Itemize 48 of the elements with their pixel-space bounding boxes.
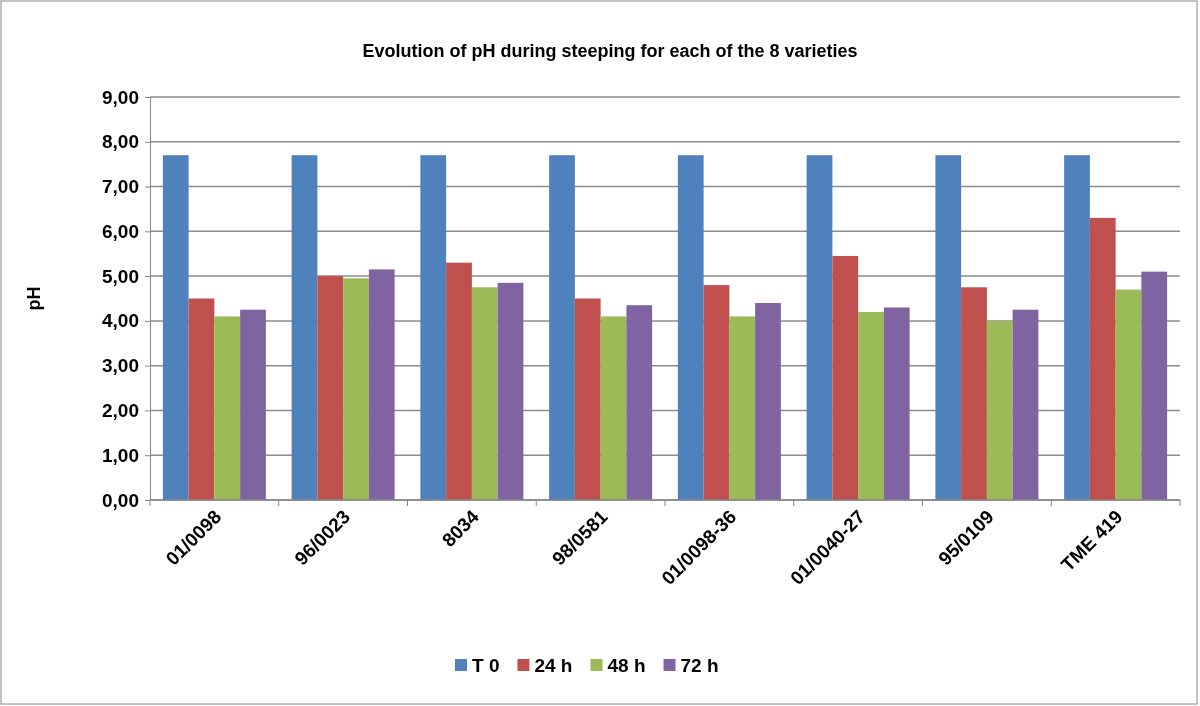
y-tick-label: 1,00 bbox=[102, 444, 139, 466]
bar bbox=[626, 305, 653, 500]
y-tick-label: 3,00 bbox=[102, 355, 139, 377]
bar bbox=[1012, 309, 1039, 500]
bar bbox=[961, 287, 987, 500]
bar bbox=[703, 285, 730, 500]
y-tick-label: 5,00 bbox=[102, 265, 139, 287]
bar bbox=[832, 255, 859, 500]
y-tick-label: 4,00 bbox=[102, 310, 139, 332]
y-axis-title: pH bbox=[24, 286, 44, 311]
y-tick-label: 9,00 bbox=[102, 86, 139, 108]
bar bbox=[806, 155, 833, 500]
bar bbox=[240, 309, 266, 500]
legend-label: T 0 bbox=[472, 655, 500, 676]
y-tick-label: 2,00 bbox=[102, 400, 139, 422]
bar bbox=[729, 316, 756, 500]
y-tick-label: 0,00 bbox=[102, 489, 139, 511]
bar bbox=[446, 262, 472, 500]
bar bbox=[343, 278, 369, 500]
bar bbox=[986, 320, 1013, 500]
bar bbox=[471, 287, 498, 500]
bar bbox=[549, 155, 575, 500]
bar bbox=[188, 298, 215, 500]
bar bbox=[600, 316, 627, 500]
bar bbox=[214, 316, 241, 500]
bar bbox=[1089, 217, 1116, 500]
bar bbox=[1141, 271, 1168, 500]
bar bbox=[574, 298, 601, 500]
bar bbox=[883, 307, 910, 500]
bar bbox=[291, 155, 318, 500]
bar bbox=[317, 276, 344, 500]
legend-label: 48 h bbox=[607, 655, 646, 676]
chart-title: Evolution of pH during steeping for each of the 8 varieties bbox=[362, 41, 858, 61]
y-tick-label: 7,00 bbox=[102, 176, 139, 198]
bar bbox=[420, 155, 447, 500]
bar bbox=[755, 302, 781, 500]
legend-label: 24 h bbox=[534, 655, 573, 676]
legend-label: 72 h bbox=[680, 655, 719, 676]
bar bbox=[1064, 155, 1090, 500]
bar bbox=[935, 155, 962, 500]
bar bbox=[858, 311, 884, 500]
bar bbox=[162, 155, 189, 500]
bar bbox=[677, 155, 704, 500]
bar bbox=[1115, 289, 1142, 500]
bar bbox=[497, 282, 524, 500]
y-tick-label: 8,00 bbox=[102, 131, 139, 153]
y-tick-label: 6,00 bbox=[102, 220, 139, 242]
bar bbox=[368, 269, 395, 500]
